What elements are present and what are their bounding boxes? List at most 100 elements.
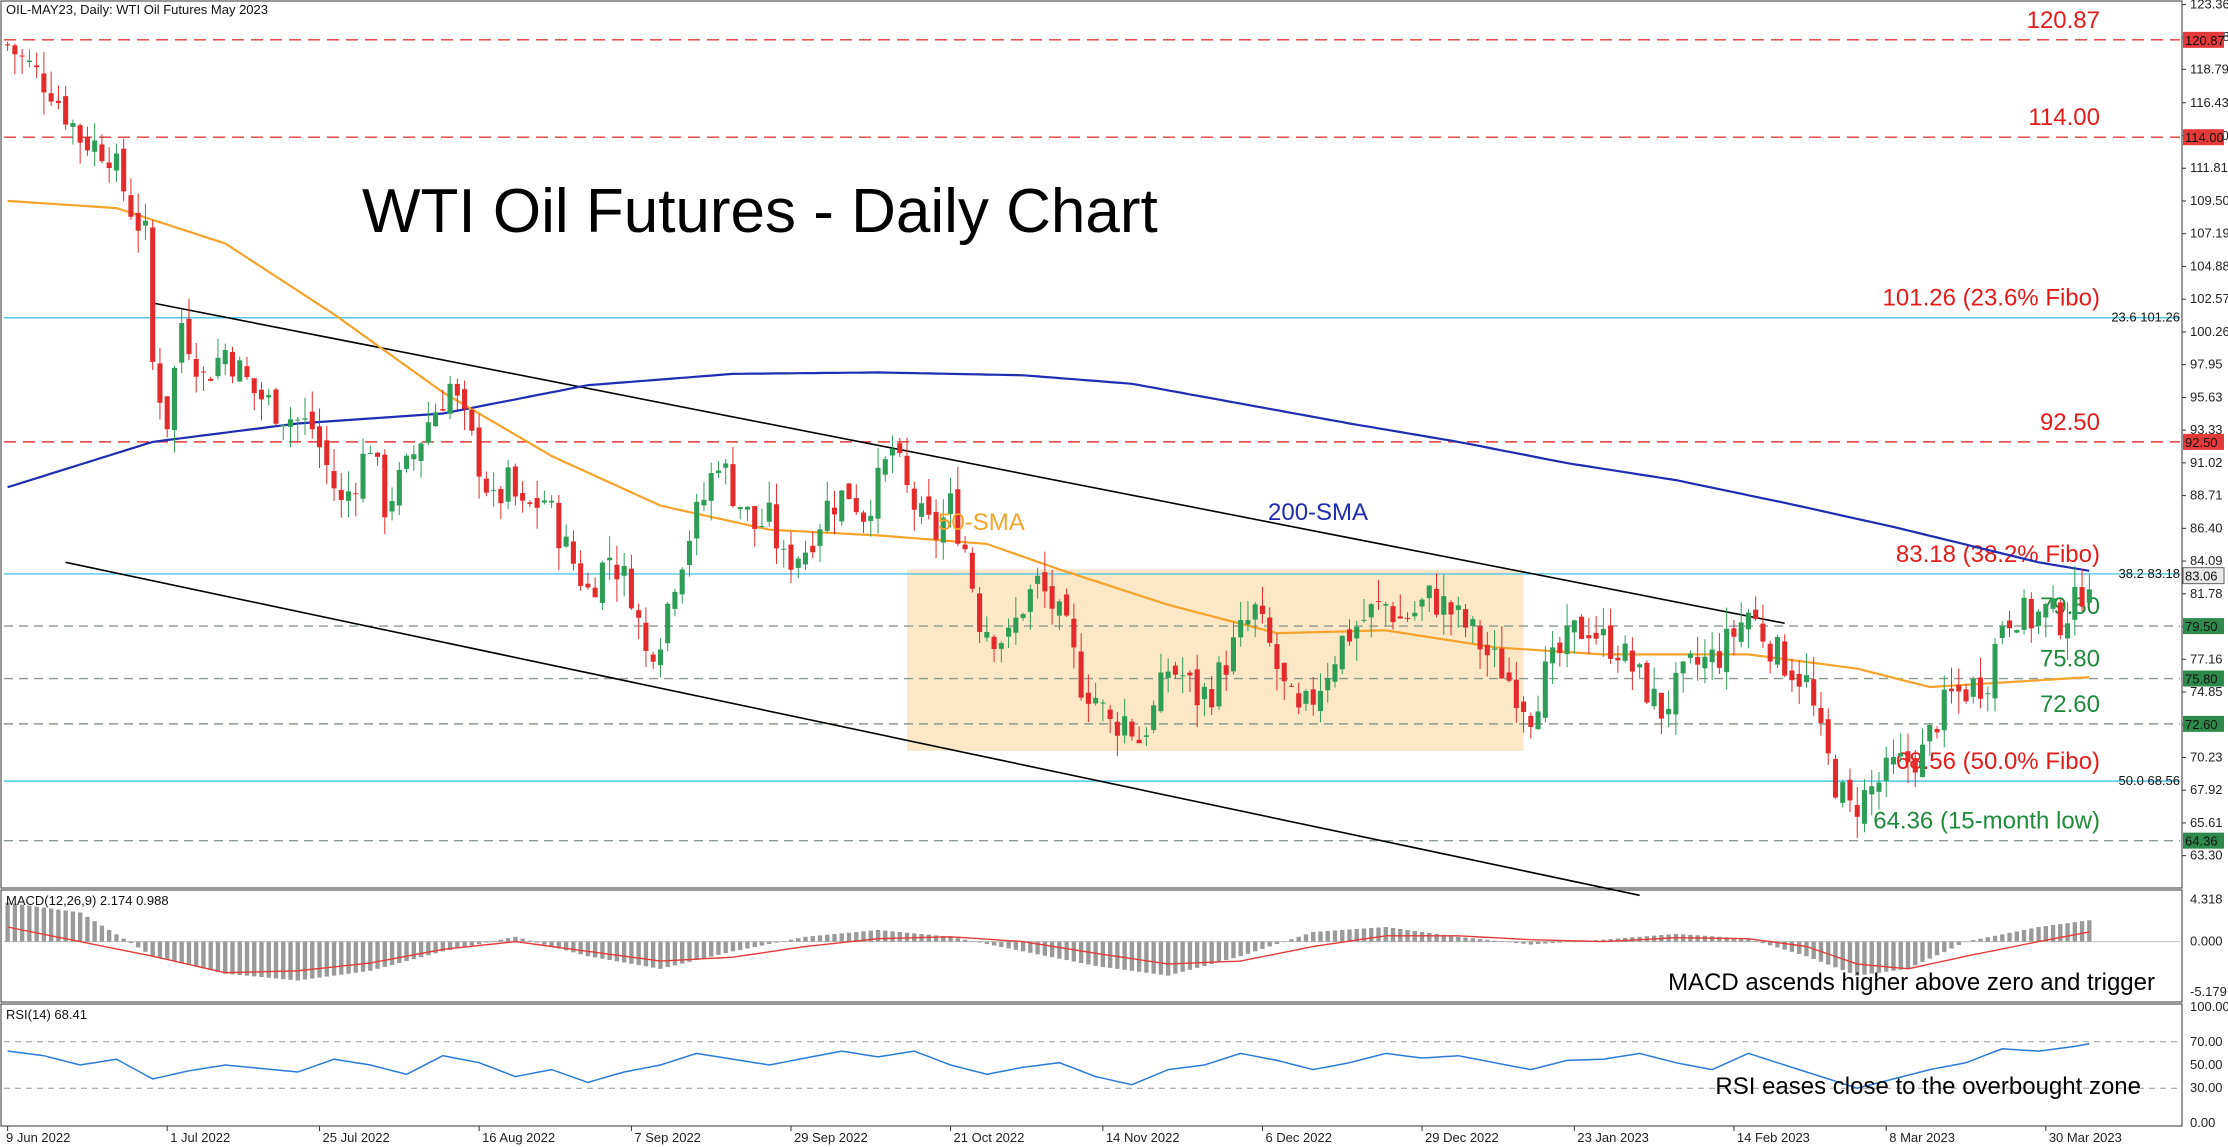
candle-body xyxy=(607,557,613,561)
date-tick-label: 16 Aug 2022 xyxy=(482,1130,555,1145)
price-tick-label: 81.78 xyxy=(2190,586,2223,601)
candle-body xyxy=(1898,753,1904,757)
macd-histogram-bar xyxy=(592,941,598,958)
macd-histogram-bar xyxy=(825,934,830,942)
candle-body xyxy=(984,631,990,638)
level-label: 114.00 xyxy=(2028,104,2100,131)
candle-body xyxy=(200,371,207,373)
macd-histogram-bar xyxy=(447,941,453,950)
candle-body xyxy=(1716,651,1722,668)
candle-body xyxy=(665,603,671,644)
macd-histogram-bar xyxy=(1020,941,1026,952)
macd-histogram-bar xyxy=(1448,935,1454,942)
candle-body xyxy=(77,125,83,143)
macd-histogram-bar xyxy=(1136,941,1142,972)
macd-histogram-bar xyxy=(817,935,823,942)
price-tick-label: 93.33 xyxy=(2190,422,2223,437)
level-badge-text: 114.00 xyxy=(2185,130,2224,145)
candle-body xyxy=(1586,635,1592,639)
candle-body xyxy=(1412,612,1418,617)
macd-histogram-bar xyxy=(368,941,373,971)
price-tick-label: 118.79 xyxy=(2190,61,2228,76)
candle-body xyxy=(1869,786,1875,795)
candle-body xyxy=(142,220,148,226)
macd-histogram-bar xyxy=(636,941,641,966)
macd-histogram-bar xyxy=(5,902,10,942)
channel-upper-line xyxy=(152,302,1785,625)
macd-histogram-bar xyxy=(491,941,496,942)
macd-histogram-bar xyxy=(505,938,511,942)
macd-histogram-bar xyxy=(498,939,504,942)
macd-histogram-bar xyxy=(2079,921,2085,942)
candle-body xyxy=(1325,678,1331,691)
macd-histogram-bar xyxy=(846,932,852,942)
macd-histogram-bar xyxy=(128,941,134,944)
price-tick-label: 107.19 xyxy=(2190,226,2228,241)
sma200-line xyxy=(7,371,2090,572)
price-panel-frame xyxy=(0,0,2183,889)
macd-histogram-bar xyxy=(375,941,380,969)
macd-histogram-bar xyxy=(1543,941,1548,944)
candle-body xyxy=(1571,620,1577,633)
level-badge-bg xyxy=(2183,433,2224,450)
candle-body xyxy=(418,443,424,461)
price-tick-label: 109.50 xyxy=(2190,193,2228,208)
rsi-line xyxy=(7,1042,2090,1089)
candle-body xyxy=(1513,679,1519,709)
candle-body xyxy=(1122,716,1128,736)
candle-body xyxy=(549,500,555,503)
macd-histogram-bar xyxy=(1115,941,1120,969)
candle-body xyxy=(1753,609,1759,620)
macd-histogram-bar xyxy=(2043,926,2048,942)
candle-body xyxy=(454,383,460,396)
macd-histogram-bar xyxy=(1615,938,1621,942)
macd-histogram-bar xyxy=(106,929,112,942)
candle-body xyxy=(171,367,177,431)
candle-body xyxy=(1854,804,1860,817)
sma50-label: 50-SMA xyxy=(938,509,1025,536)
macd-histogram-bar xyxy=(926,934,931,942)
macd-histogram-bar xyxy=(426,941,431,956)
macd-histogram-bar xyxy=(738,941,743,950)
macd-histogram-bar xyxy=(1564,941,1570,943)
macd-histogram-bar xyxy=(1927,941,1932,959)
level-badge-bg xyxy=(2183,618,2224,635)
macd-histogram-bar xyxy=(1129,941,1135,971)
candle-body xyxy=(853,498,859,513)
macd-histogram-bar xyxy=(861,931,866,942)
rsi-annotation: RSI eases close to the overbought zone xyxy=(1715,1073,2141,1100)
macd-histogram-bar xyxy=(1441,934,1446,942)
candle-body xyxy=(1463,609,1469,628)
macd-histogram-bar xyxy=(1151,941,1156,974)
candle-body xyxy=(831,507,838,515)
macd-panel-frame xyxy=(0,889,2183,1003)
candle-body xyxy=(462,389,468,409)
candle-body xyxy=(41,73,47,93)
candle-body xyxy=(353,493,359,495)
candle-body xyxy=(2014,630,2020,633)
candle-body xyxy=(1216,662,1222,707)
candle-body xyxy=(1695,656,1701,665)
candle-body xyxy=(534,497,540,508)
candle-body xyxy=(1760,623,1766,642)
candle-body xyxy=(273,389,279,424)
level-badge-bg xyxy=(2183,832,2224,849)
macd-histogram-bar xyxy=(288,941,293,980)
candle-body xyxy=(309,411,315,430)
candle-body xyxy=(447,383,453,414)
macd-histogram-bar xyxy=(273,941,279,979)
candle-body xyxy=(1151,705,1157,731)
macd-histogram-bar xyxy=(1499,941,1504,942)
candle-body xyxy=(1006,627,1012,637)
candle-body xyxy=(1680,661,1686,674)
macd-histogram-bar xyxy=(259,941,264,978)
candle-body xyxy=(889,448,896,456)
candle-body xyxy=(1970,679,1976,697)
candle-body xyxy=(491,490,497,492)
candle-body xyxy=(331,471,337,489)
macd-histogram-bar xyxy=(1724,937,1729,942)
sma50-line xyxy=(7,199,2090,689)
macd-histogram-bar xyxy=(1253,941,1258,952)
symbol-header: OIL-MAY23, Daily: WTI Oil Futures May 20… xyxy=(6,2,268,17)
candle-body xyxy=(1404,617,1411,619)
